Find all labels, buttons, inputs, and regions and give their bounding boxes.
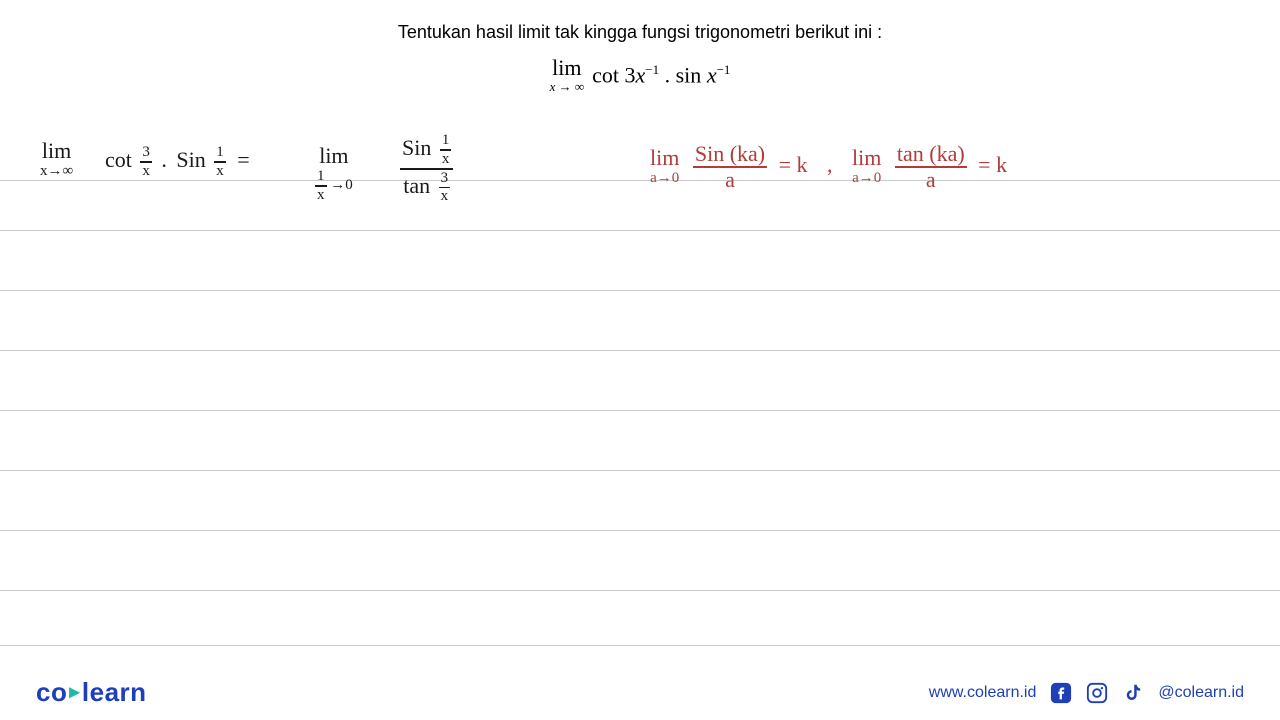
ruled-line xyxy=(0,530,1280,531)
question-equation: lim x → ∞ cot 3x−1 . sin x−1 xyxy=(550,57,731,93)
facebook-icon[interactable] xyxy=(1050,682,1072,704)
hw-big-x2: x xyxy=(439,189,451,204)
hw-r-a: a xyxy=(723,169,737,191)
hw-big-sin: Sin xyxy=(402,135,431,160)
ruled-line xyxy=(0,590,1280,591)
equation-body: cot 3x−1 . sin x−1 xyxy=(592,62,730,88)
hw-r-lim2-top: lim xyxy=(852,147,881,169)
hw-lim1-top: lim xyxy=(42,140,71,162)
hw-lim2-1: 1 xyxy=(315,169,327,184)
question-prompt: Tentukan hasil limit tak kingga fungsi t… xyxy=(0,22,1280,43)
hw-r-eqk2: = k xyxy=(978,152,1007,177)
lined-paper: lim x→∞ cot 3 x . Sin 1 x = lim 1 x xyxy=(0,125,1280,665)
hw-big-num: Sin 1 x xyxy=(400,133,453,167)
logo-co: co xyxy=(36,677,67,707)
social-handle[interactable]: @colearn.id xyxy=(1158,684,1244,702)
hw-r-sin: Sin (ka) xyxy=(693,143,767,165)
footer-right: www.colearn.id @colearn.id xyxy=(929,682,1244,704)
hw-big-1: 1 xyxy=(440,133,452,148)
ruled-line xyxy=(0,180,1280,181)
hw-cot-word: cot xyxy=(105,147,132,172)
hw-big-den: tan 3 x xyxy=(401,171,452,205)
expr-x1: x xyxy=(636,62,646,87)
ruled-line xyxy=(0,470,1280,471)
ruled-line xyxy=(0,645,1280,646)
question-area: Tentukan hasil limit tak kingga fungsi t… xyxy=(0,0,1280,93)
hw-sin-word: Sin xyxy=(176,147,205,172)
hw-r-a2: a xyxy=(924,169,938,191)
hw-lim-2: lim 1 x →0 xyxy=(315,145,353,203)
brand-logo: co▸learn xyxy=(36,677,147,708)
hw-big-tan: tan xyxy=(403,172,430,197)
hw-big-fraction: Sin 1 x tan 3 x xyxy=(400,133,453,204)
expr-dot: . xyxy=(659,62,676,87)
hw-x2: x xyxy=(214,164,226,179)
hw-lim-1: lim x→∞ xyxy=(40,140,73,179)
hw-3: 3 xyxy=(140,145,152,160)
hw-x: x xyxy=(140,164,152,179)
ruled-line xyxy=(0,230,1280,231)
hw-r-comma: , xyxy=(827,152,833,177)
hw-big-x: x xyxy=(440,152,452,167)
lim-under: x → ∞ xyxy=(550,80,585,93)
hw-r-tan: tan (ka) xyxy=(895,143,967,165)
website-link[interactable]: www.colearn.id xyxy=(929,684,1037,702)
expr-exp2: −1 xyxy=(717,62,731,77)
hw-cot: cot 3 x . Sin 1 x = xyxy=(105,145,256,179)
hw-lim2-bot: 1 x →0 xyxy=(315,169,353,203)
expr-x2: x xyxy=(707,62,717,87)
logo-learn: learn xyxy=(82,677,147,707)
tiktok-icon[interactable] xyxy=(1122,682,1144,704)
hw-lim2-top: lim xyxy=(319,145,348,167)
ruled-line xyxy=(0,410,1280,411)
hw-lim2-x: x xyxy=(315,188,327,203)
hw-r-lim1-bot: a→0 xyxy=(650,171,679,186)
expr-exp1: −1 xyxy=(645,62,659,77)
footer: co▸learn www.colearn.id @colearn.id xyxy=(0,665,1280,720)
hw-big-3: 3 xyxy=(439,171,451,186)
instagram-icon[interactable] xyxy=(1086,682,1108,704)
hw-r-eqk: = k xyxy=(779,152,808,177)
lim-symbol: lim x → ∞ xyxy=(550,57,585,93)
expr-cot: cot 3 xyxy=(592,62,635,87)
ruled-line xyxy=(0,290,1280,291)
hw-lim1-bot: x→∞ xyxy=(40,164,73,179)
hw-red-rule1: lim a→0 Sin (ka) a = k , lim a→0 tan (ka… xyxy=(650,143,1007,191)
hw-r-lim2-bot: a→0 xyxy=(852,171,881,186)
logo-dot-icon: ▸ xyxy=(67,681,82,703)
hw-r-lim1-top: lim xyxy=(650,147,679,169)
hw-1: 1 xyxy=(214,145,226,160)
ruled-line xyxy=(0,350,1280,351)
hw-lim2-to0: →0 xyxy=(330,177,353,193)
hw-eq: = xyxy=(237,147,249,172)
expr-sin: sin xyxy=(676,62,707,87)
